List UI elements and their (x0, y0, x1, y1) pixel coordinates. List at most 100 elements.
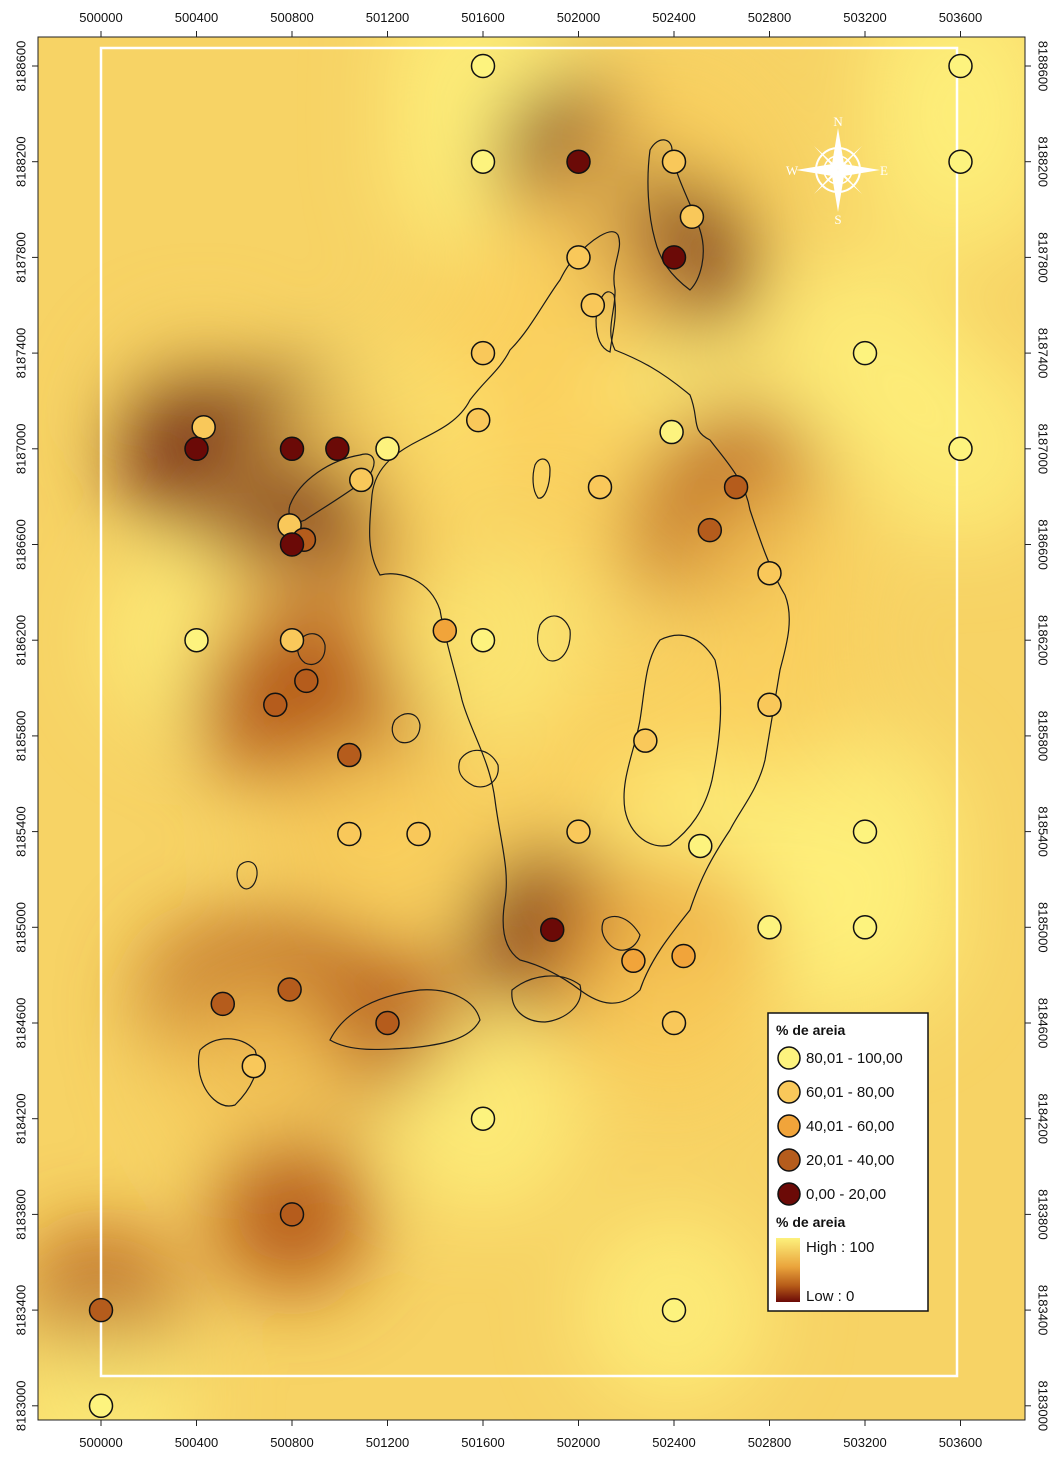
sample-point (281, 533, 304, 556)
sample-point (663, 150, 686, 173)
y-tick-label-right: 8185400 (1036, 806, 1051, 857)
y-tick-label-left: 8185400 (13, 806, 28, 857)
sample-point (758, 562, 781, 585)
legend-ramp-title: % de areia (776, 1214, 845, 1230)
y-tick-label-right: 8186200 (1036, 615, 1051, 666)
x-tick-label-bottom: 500400 (175, 1435, 218, 1450)
y-tick-label-left: 8184600 (13, 998, 28, 1049)
sample-point (433, 619, 456, 642)
y-tick-label-left: 8186200 (13, 615, 28, 666)
legend-class-label: 40,01 - 60,00 (806, 1118, 894, 1135)
legend-ramp-high: High : 100 (806, 1239, 874, 1256)
y-tick-label-right: 8183800 (1036, 1189, 1051, 1240)
y-tick-label-left: 8185800 (13, 711, 28, 762)
sample-point (472, 342, 495, 365)
sample-point (698, 519, 721, 542)
y-tick-label-right: 8184600 (1036, 998, 1051, 1049)
compass-n: N (833, 114, 843, 129)
sample-point (758, 916, 781, 939)
sample-point (581, 294, 604, 317)
sample-point (338, 744, 361, 767)
sample-point (281, 1203, 304, 1226)
sample-point (407, 822, 430, 845)
sample-point (588, 476, 611, 499)
sample-point (689, 834, 712, 857)
y-tick-label-right: 8188200 (1036, 136, 1051, 187)
y-tick-label-right: 8183400 (1036, 1285, 1051, 1336)
y-tick-label-left: 8183400 (13, 1285, 28, 1336)
legend-class-symbol (778, 1047, 800, 1069)
y-tick-label-left: 8187000 (13, 423, 28, 474)
sample-point (660, 421, 683, 444)
x-tick-label-top: 502000 (557, 10, 600, 25)
x-tick-label-top: 500800 (270, 10, 313, 25)
sample-point (211, 992, 234, 1015)
y-tick-label-left: 8183000 (13, 1380, 28, 1431)
sample-point (281, 629, 304, 652)
sample-point (663, 1299, 686, 1322)
legend-ramp-low: Low : 0 (806, 1288, 854, 1305)
x-tick-label-bottom: 502000 (557, 1435, 600, 1450)
y-tick-label-right: 8185000 (1036, 902, 1051, 953)
x-tick-label-top: 503200 (843, 10, 886, 25)
sample-point (376, 437, 399, 460)
sample-point (949, 437, 972, 460)
y-tick-label-left: 8187800 (13, 232, 28, 283)
sample-point (192, 416, 215, 439)
y-tick-label-right: 8187000 (1036, 423, 1051, 474)
x-tick-label-bottom: 500000 (79, 1435, 122, 1450)
x-tick-label-top: 502800 (748, 10, 791, 25)
y-tick-label-left: 8185000 (13, 902, 28, 953)
sample-point (472, 629, 495, 652)
sample-point (467, 409, 490, 432)
legend-ramp (776, 1238, 800, 1302)
legend-class-symbol (778, 1183, 800, 1205)
sample-point (264, 693, 287, 716)
sample-point (634, 729, 657, 752)
x-tick-label-top: 501200 (366, 10, 409, 25)
x-tick-label-bottom: 503600 (939, 1435, 982, 1450)
sample-point (672, 945, 695, 968)
y-tick-label-left: 8188600 (13, 41, 28, 92)
sample-point (567, 246, 590, 269)
legend-class-symbol (778, 1115, 800, 1137)
sample-point (541, 918, 564, 941)
sample-point (949, 150, 972, 173)
y-tick-label-left: 8183800 (13, 1189, 28, 1240)
sample-point (472, 1107, 495, 1130)
sample-point (295, 669, 318, 692)
sample-point (350, 468, 373, 491)
compass-s: S (834, 212, 841, 227)
y-tick-label-left: 8188200 (13, 136, 28, 187)
compass-w: W (786, 163, 799, 178)
y-tick-label-right: 8188600 (1036, 41, 1051, 92)
x-tick-label-top: 503600 (939, 10, 982, 25)
sample-point (90, 1299, 113, 1322)
sample-point (567, 150, 590, 173)
legend-class-label: 20,01 - 40,00 (806, 1152, 894, 1169)
sample-point (185, 629, 208, 652)
sample-point (949, 55, 972, 78)
x-tick-label-bottom: 501200 (366, 1435, 409, 1450)
x-tick-label-bottom: 503200 (843, 1435, 886, 1450)
sample-point (663, 246, 686, 269)
legend-class-label: 0,00 - 20,00 (806, 1186, 886, 1203)
y-tick-label-left: 8184200 (13, 1093, 28, 1144)
y-tick-label-right: 8187800 (1036, 232, 1051, 283)
x-tick-label-bottom: 500800 (270, 1435, 313, 1450)
y-tick-label-right: 8183000 (1036, 1380, 1051, 1431)
y-tick-label-right: 8187400 (1036, 328, 1051, 379)
sample-point (90, 1394, 113, 1417)
sample-point (326, 437, 349, 460)
sample-point (472, 150, 495, 173)
x-tick-label-top: 502400 (652, 10, 695, 25)
compass-e: E (880, 163, 888, 178)
y-tick-label-right: 8186600 (1036, 519, 1051, 570)
sample-point (758, 693, 781, 716)
sample-point (242, 1055, 265, 1078)
sample-point (680, 205, 703, 228)
sample-point (854, 820, 877, 843)
